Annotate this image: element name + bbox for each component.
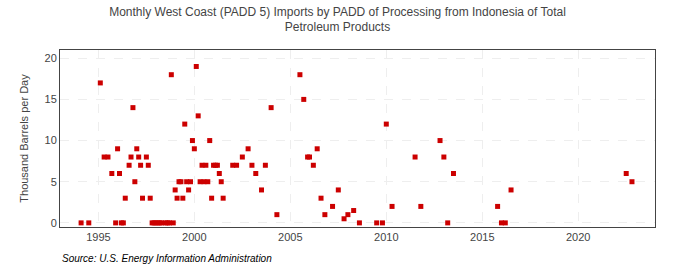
svg-text:Monthly West Coast (PADD 5) Im: Monthly West Coast (PADD 5) Imports by P… [109,5,566,35]
svg-text:2015: 2015 [470,231,494,243]
svg-text:20: 20 [45,52,57,64]
svg-text:2010: 2010 [374,231,398,243]
svg-text:10: 10 [45,134,57,146]
svg-text:2000: 2000 [182,231,206,243]
svg-text:15: 15 [45,93,57,105]
svg-text:Thousand Barrels per Day: Thousand Barrels per Day [18,74,30,203]
svg-text:1995: 1995 [86,231,110,243]
svg-text:5: 5 [51,176,57,188]
svg-text:2020: 2020 [566,231,590,243]
svg-text:2005: 2005 [278,231,302,243]
svg-text:0: 0 [51,217,57,229]
svg-text:Source: U.S. Energy Informatio: Source: U.S. Energy Information Administ… [62,253,272,264]
